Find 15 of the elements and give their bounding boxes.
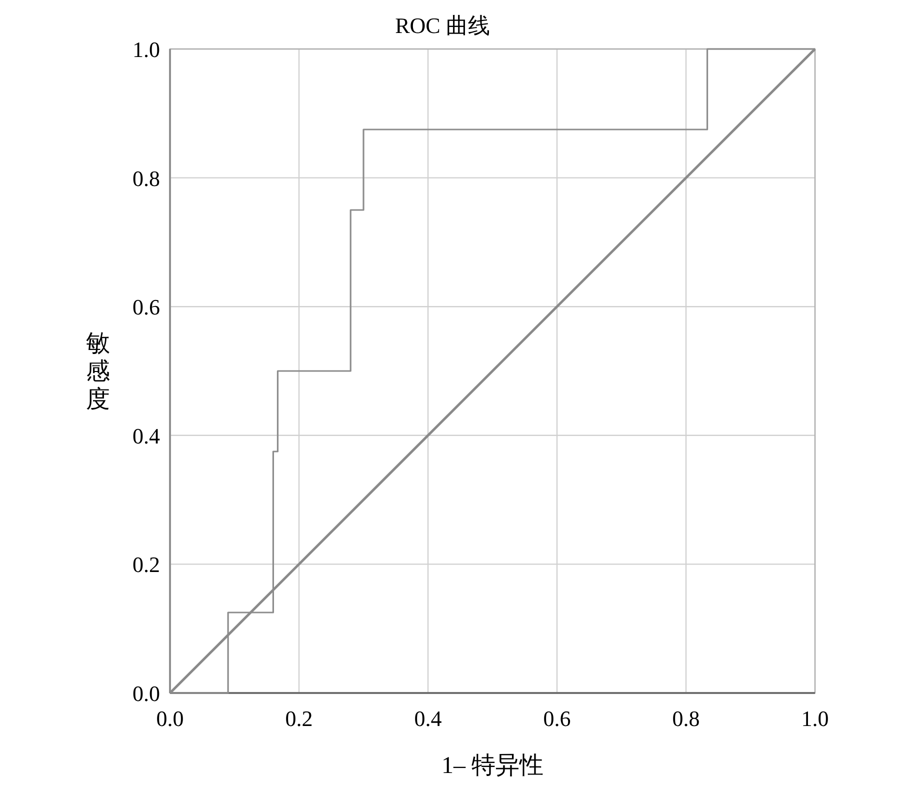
y-tick-label: 0.0: [132, 681, 160, 706]
chart-title: ROC 曲线: [395, 13, 490, 38]
y-axis-title: 敏感度: [86, 331, 110, 413]
x-tick-label: 0.8: [672, 706, 700, 731]
y-tick-label: 0.2: [132, 552, 160, 578]
x-tick-label: 0.0: [156, 706, 184, 731]
x-tick-label: 0.2: [285, 706, 313, 731]
x-tick-label: 0.4: [414, 706, 442, 731]
x-tick-label: 1.0: [801, 706, 829, 731]
y-tick-label: 0.6: [132, 294, 160, 320]
y-tick-label: 1.0: [132, 37, 160, 62]
x-axis-title: 1– 特异性: [442, 753, 544, 779]
y-tick-label: 0.8: [132, 166, 160, 191]
y-tick-label: 0.4: [132, 423, 160, 448]
x-tick-label: 0.6: [543, 706, 571, 731]
